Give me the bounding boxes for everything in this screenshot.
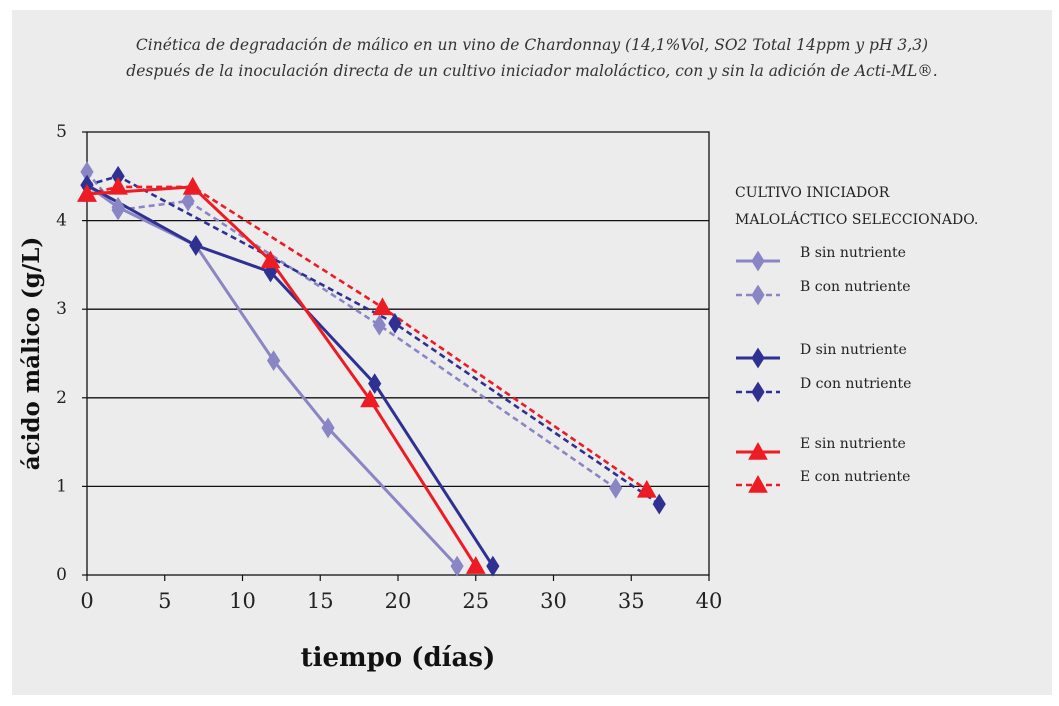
y-tick-label: 1 bbox=[56, 476, 67, 496]
series-line-3 bbox=[86, 183, 495, 567]
data-point-series-5 bbox=[360, 389, 380, 408]
legend-title-line-2: MALOLÁCTICO SELECCIONADO. bbox=[735, 210, 978, 228]
legend-title-line-1: CULTIVO INICIADOR bbox=[735, 185, 890, 201]
x-tick-label: 5 bbox=[158, 589, 171, 613]
data-point-series-4 bbox=[652, 493, 666, 515]
legend-label-3: D sin nutriente bbox=[800, 342, 907, 358]
x-tick-label: 20 bbox=[385, 589, 412, 613]
legend-label-2: B con nutriente bbox=[800, 279, 911, 295]
y-tick-label: 2 bbox=[56, 388, 67, 408]
legend-label-5: E sin nutriente bbox=[800, 436, 906, 452]
legend-label-4: D con nutriente bbox=[800, 376, 911, 392]
y-tick-label: 0 bbox=[56, 565, 67, 585]
x-tick-label: 35 bbox=[618, 589, 645, 613]
chart-title-line-2: después de la inoculación directa de un … bbox=[126, 62, 938, 80]
data-point-series-1 bbox=[267, 350, 281, 372]
y-tick-label: 4 bbox=[56, 211, 67, 231]
chart-title-line-1: Cinética de degradación de málico en un … bbox=[135, 36, 929, 54]
x-tick-label: 30 bbox=[540, 589, 567, 613]
data-point-series-4 bbox=[388, 312, 402, 334]
x-tick-label: 25 bbox=[462, 589, 489, 613]
data-point-series-1 bbox=[321, 417, 335, 439]
legend-marker-6 bbox=[748, 474, 768, 493]
x-tick-label: 15 bbox=[307, 589, 334, 613]
data-point-series-5 bbox=[260, 250, 281, 269]
series-line-2 bbox=[85, 171, 617, 490]
x-tick-label: 0 bbox=[80, 589, 93, 613]
data-point-series-2 bbox=[181, 190, 195, 212]
legend-marker-2 bbox=[751, 284, 765, 306]
data-point-series-1 bbox=[450, 555, 464, 577]
data-point-series-5 bbox=[182, 176, 203, 195]
chart-plot: 0 1 2 3 4 5 0 5 10 15 20 25 30 35 40 tiempo (días) ácido… bbox=[18, 122, 978, 673]
data-point-series-6 bbox=[636, 479, 657, 498]
chart-title: Cinética de degradación de málico en un … bbox=[12, 32, 1052, 84]
legend-label-6: E con nutriente bbox=[800, 469, 910, 485]
data-point-series-5 bbox=[77, 183, 97, 202]
y-axis-title: ácido málico (g/L) bbox=[18, 237, 45, 471]
y-tick-label: 5 bbox=[56, 122, 67, 142]
legend-marker-5 bbox=[748, 441, 768, 460]
y-tick-label: 3 bbox=[56, 299, 67, 319]
legend-marker-3 bbox=[751, 347, 765, 369]
x-axis-title: tiempo (días) bbox=[301, 643, 496, 673]
data-point-series-2 bbox=[609, 477, 623, 499]
legend-label-1: B sin nutriente bbox=[800, 245, 906, 261]
data-point-series-3 bbox=[189, 234, 203, 256]
data-point-series-6 bbox=[372, 297, 393, 316]
data-point-series-1 bbox=[111, 196, 125, 218]
legend-marker-4 bbox=[751, 381, 765, 403]
data-point-series-3 bbox=[486, 555, 500, 577]
chart-container: Cinética de degradación de málico en un … bbox=[12, 10, 1052, 695]
series-line-1 bbox=[86, 183, 459, 568]
data-point-series-5 bbox=[465, 556, 486, 574]
data-point-series-3 bbox=[368, 373, 382, 395]
data-point-series-2 bbox=[372, 314, 386, 336]
series-line-6 bbox=[86, 185, 648, 492]
legend-marker-1 bbox=[751, 250, 765, 272]
plot-frame bbox=[86, 131, 710, 576]
series-line-4 bbox=[86, 175, 660, 506]
x-tick-label: 40 bbox=[696, 589, 723, 613]
data-point-series-6 bbox=[108, 176, 128, 195]
x-tick-label: 10 bbox=[229, 589, 256, 613]
